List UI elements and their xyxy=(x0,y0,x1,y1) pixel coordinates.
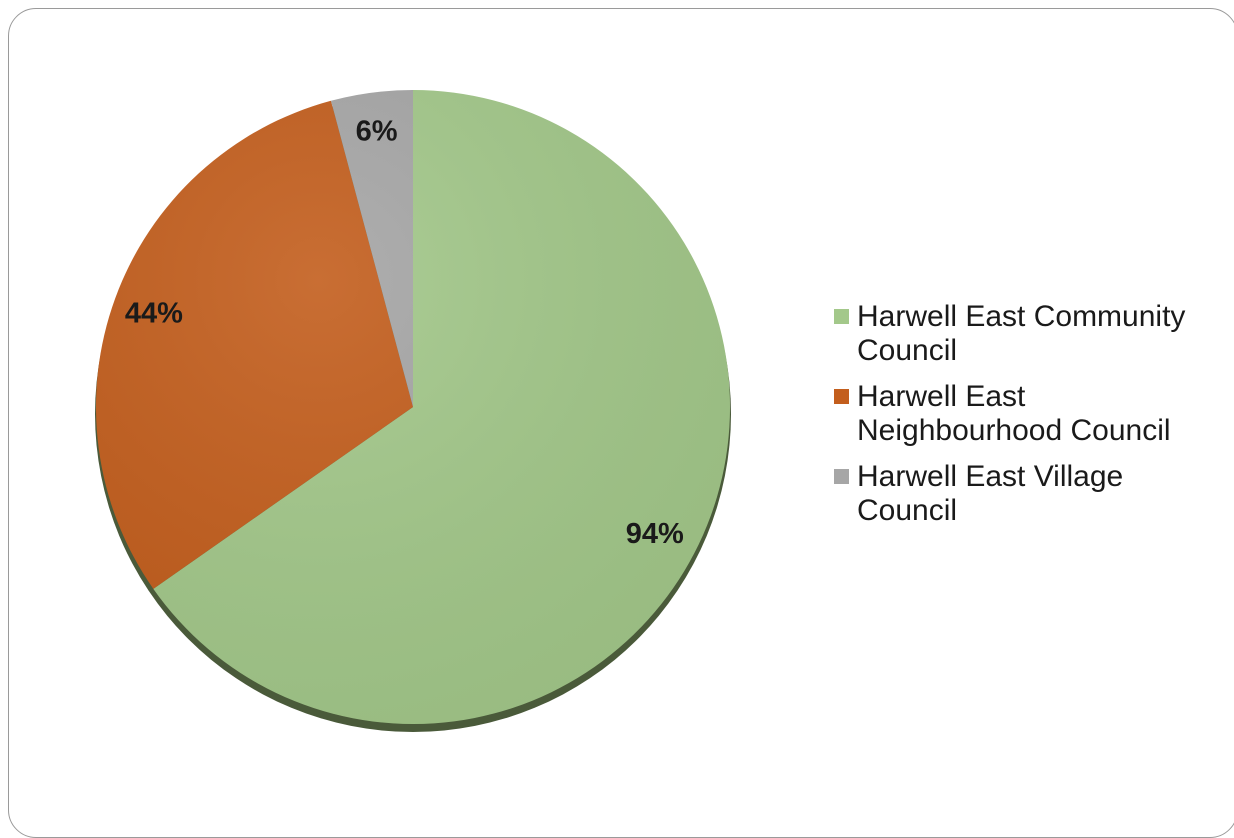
legend-swatch xyxy=(834,389,849,404)
legend-item-community: Harwell East Community Council xyxy=(834,300,1224,368)
legend-item-neighbourhood: Harwell East Neighbourhood Council xyxy=(834,380,1224,448)
legend: Harwell East Community Council Harwell E… xyxy=(834,300,1224,540)
legend-swatch xyxy=(834,309,849,324)
slice-label-community: 94% xyxy=(626,518,684,550)
slice-label-village: 6% xyxy=(356,115,398,147)
legend-item-village: Harwell East Village Council xyxy=(834,460,1224,528)
legend-label: Harwell East Neighbourhood Council xyxy=(857,380,1171,447)
pie-sheen xyxy=(96,90,730,724)
legend-label: Harwell East Community Council xyxy=(857,300,1186,367)
legend-label: Harwell East Village Council xyxy=(857,460,1124,527)
slice-label-neighbourhood: 44% xyxy=(125,298,183,330)
legend-swatch xyxy=(834,469,849,484)
